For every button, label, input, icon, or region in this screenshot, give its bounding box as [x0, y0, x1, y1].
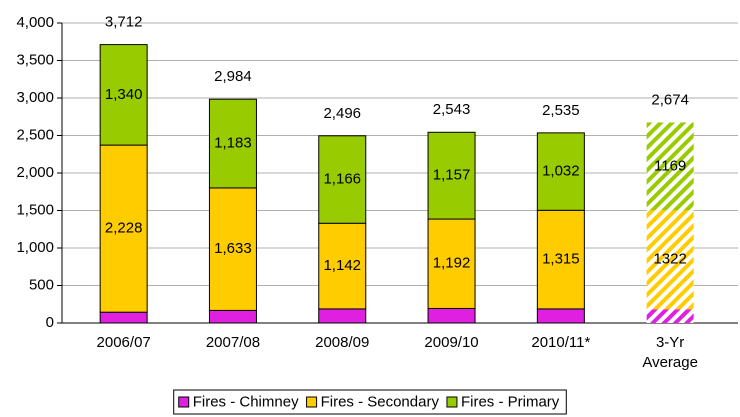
bar-segment: [646, 309, 694, 323]
bar-segment: [318, 135, 367, 224]
y-tick-label: 0: [46, 314, 54, 331]
bar-segment: [427, 307, 476, 324]
total-label: 2,535: [542, 102, 580, 119]
y-tick-label: 1,000: [16, 239, 54, 256]
data-label: 1,192: [433, 255, 471, 272]
bar-segment: [536, 132, 585, 211]
data-label: 1,157: [433, 167, 471, 184]
y-tick-label: 500: [29, 276, 54, 293]
data-label: 1,633: [214, 240, 252, 257]
bar-segment: [427, 218, 476, 309]
bar-segment: [536, 308, 585, 324]
legend-label: Fires - Secondary: [321, 393, 440, 410]
data-label: 1,340: [105, 86, 143, 103]
data-label: 1,032: [542, 163, 580, 180]
data-label: 1169: [654, 157, 686, 174]
x-tick-label: 2006/07: [97, 334, 151, 351]
data-label: 1,183: [214, 135, 252, 152]
y-tick-label: 3,500: [16, 51, 54, 68]
bar-segment: [318, 222, 367, 310]
bar-segment: [536, 209, 585, 310]
legend-swatch: [306, 396, 318, 408]
legend-label: Fires - Chimney: [193, 393, 299, 410]
y-tick-label: 2,500: [16, 126, 54, 143]
bar-segment: [99, 44, 148, 146]
total-label: 2,496: [323, 105, 361, 122]
bar-segment: [99, 144, 148, 313]
x-tick-label: 2009/10: [424, 334, 478, 351]
data-label: 1322: [653, 251, 686, 268]
bar-segment: [646, 122, 694, 211]
y-tick-label: 2,000: [16, 164, 54, 181]
total-label: 3,712: [105, 14, 143, 31]
bar-segment: [208, 98, 257, 189]
x-tick-label: 2010/11*: [531, 334, 590, 351]
legend-box: [173, 389, 567, 415]
total-label: 2,984: [214, 68, 252, 85]
y-tick-label: 1,500: [16, 201, 54, 218]
y-tick-label: 3,000: [16, 89, 54, 106]
bar-segment: [318, 308, 367, 324]
legend-label: Fires - Primary: [461, 393, 560, 410]
x-tick-label: 2007/08: [206, 334, 260, 351]
bar-segment: [99, 311, 148, 324]
data-label: 1,142: [323, 257, 361, 274]
bar-segment: [646, 210, 694, 310]
legend-swatch: [178, 396, 190, 408]
total-label: 2,543: [433, 101, 471, 118]
x-tick-label: 3-Yr Average: [642, 334, 698, 371]
bar-segment: [208, 187, 257, 311]
data-label: 1,315: [542, 251, 580, 268]
legend-swatch: [446, 396, 458, 408]
data-label: 2,228: [105, 220, 143, 237]
total-label: 2,674: [651, 91, 689, 108]
data-label: 1,166: [323, 170, 361, 187]
y-tick-label: 4,000: [16, 14, 54, 31]
x-tick-label: 2008/09: [315, 334, 369, 351]
bar-segment: [208, 309, 257, 324]
bar-segment: [427, 131, 476, 220]
legend: Fires - Chimney Fires - Secondary Fires - …: [173, 389, 567, 415]
